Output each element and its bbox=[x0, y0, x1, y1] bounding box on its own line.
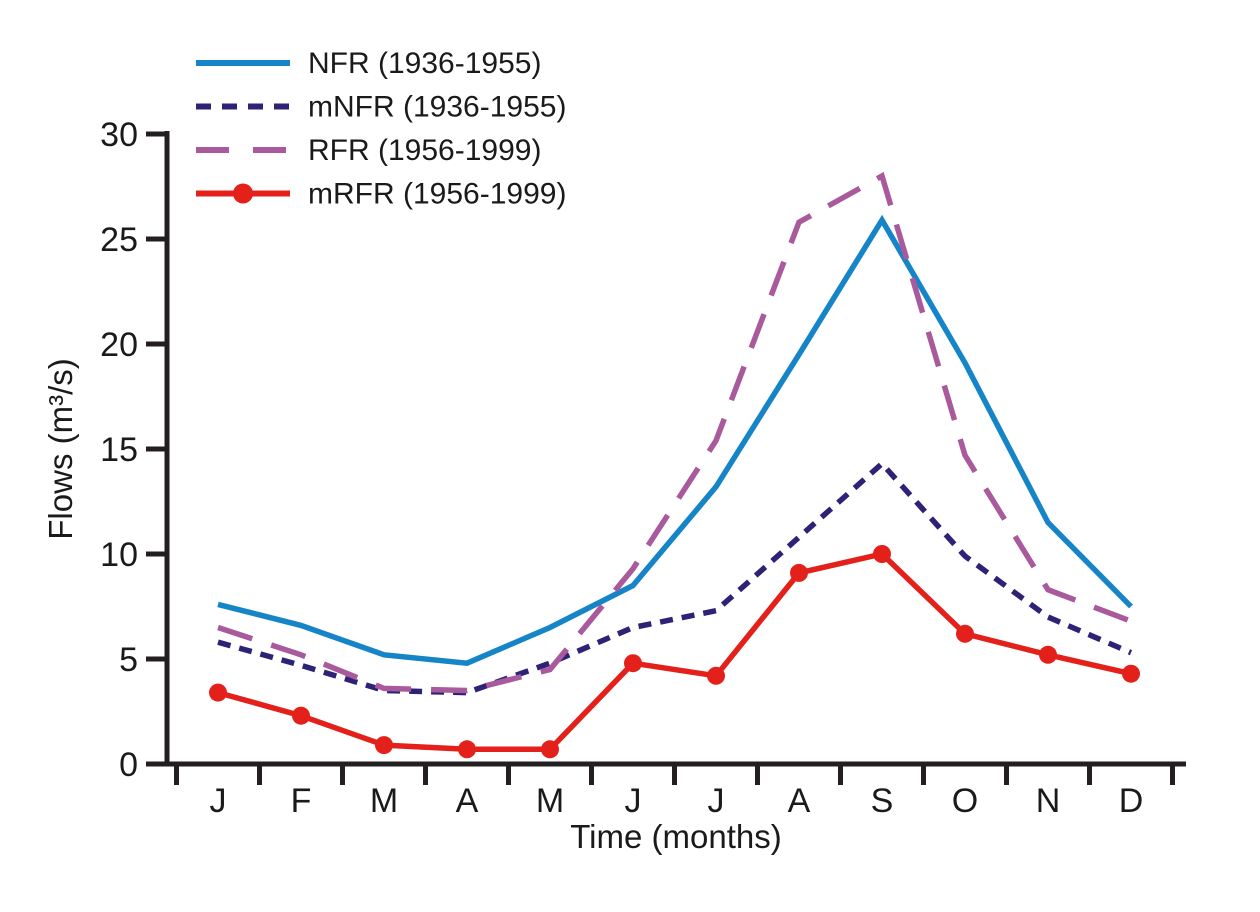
series-marker-mRFR-J5 bbox=[624, 654, 642, 673]
series-marker-mRFR-A3 bbox=[458, 740, 476, 759]
x-tick-label-11: D bbox=[1119, 782, 1144, 820]
y-tick-label-15: 15 bbox=[100, 431, 138, 469]
series-line-NFR bbox=[217, 214, 1133, 667]
x-tick-label-3: A bbox=[456, 782, 479, 820]
legend-item-mRFR: mRFR (1956-1999) bbox=[196, 178, 566, 211]
legend-sample-marker-mRFR bbox=[233, 183, 253, 204]
series-marker-mRFR-D11 bbox=[1122, 664, 1140, 683]
x-tick-label-10: N bbox=[1036, 782, 1061, 820]
series-marker-mRFR-S8 bbox=[873, 545, 891, 563]
y-tick-label-10: 10 bbox=[100, 536, 138, 574]
x-axis-label: Time (months) bbox=[570, 818, 781, 855]
axes-layer: 0 5 10 15 20 25 30 J F M A M J J A S O N D bbox=[100, 116, 1186, 820]
y-tick-label-25: 25 bbox=[100, 221, 138, 259]
x-tick-label-0: J bbox=[210, 782, 227, 820]
series-marker-mRFR-F1 bbox=[292, 706, 310, 725]
legend-label-NFR: NFR (1936-1955) bbox=[308, 47, 541, 80]
series-layer bbox=[209, 171, 1140, 759]
series-marker-mRFR-M2 bbox=[375, 736, 393, 755]
y-tick-label-5: 5 bbox=[119, 641, 138, 679]
series-line-mNFR bbox=[217, 459, 1133, 696]
y-axis-label: Flows (m³/s) bbox=[42, 358, 79, 539]
x-tick-label-9: O bbox=[952, 782, 978, 820]
y-tick-label-0: 0 bbox=[119, 746, 138, 784]
legend-label-mRFR: mRFR (1956-1999) bbox=[308, 178, 566, 211]
x-tick-label-7: A bbox=[788, 782, 811, 820]
x-tick-label-5: J bbox=[625, 782, 642, 820]
legend-label-mNFR: mNFR (1936-1955) bbox=[308, 91, 566, 124]
x-tick-label-1: F bbox=[291, 782, 312, 820]
legend-label-RFR: RFR (1956-1999) bbox=[308, 134, 541, 167]
legend-layer: NFR (1936-1955) mNFR (1936-1955) RFR (1956… bbox=[196, 47, 566, 211]
series-marker-mRFR-M4 bbox=[541, 740, 559, 759]
x-tick-label-4: M bbox=[536, 782, 564, 820]
y-tick-label-20: 20 bbox=[100, 326, 138, 364]
series-line-RFR bbox=[217, 171, 1132, 694]
x-tick-label-6: J bbox=[708, 782, 725, 820]
x-tick-label-2: M bbox=[370, 782, 398, 820]
series-marker-mRFR-N10 bbox=[1039, 645, 1057, 664]
series-marker-mRFR-A7 bbox=[790, 563, 808, 582]
legend-item-RFR: RFR (1956-1999) bbox=[196, 134, 541, 167]
y-tick-label-30: 30 bbox=[100, 116, 138, 154]
legend-item-mNFR: mNFR (1936-1955) bbox=[196, 91, 566, 124]
legend-item-NFR: NFR (1936-1955) bbox=[196, 47, 541, 80]
x-tick-label-8: S bbox=[871, 782, 894, 820]
series-marker-mRFR-J0 bbox=[209, 683, 227, 702]
series-line-mRFR bbox=[217, 550, 1132, 753]
series-marker-mRFR-O9 bbox=[956, 624, 974, 643]
series-marker-mRFR-J6 bbox=[707, 666, 725, 685]
